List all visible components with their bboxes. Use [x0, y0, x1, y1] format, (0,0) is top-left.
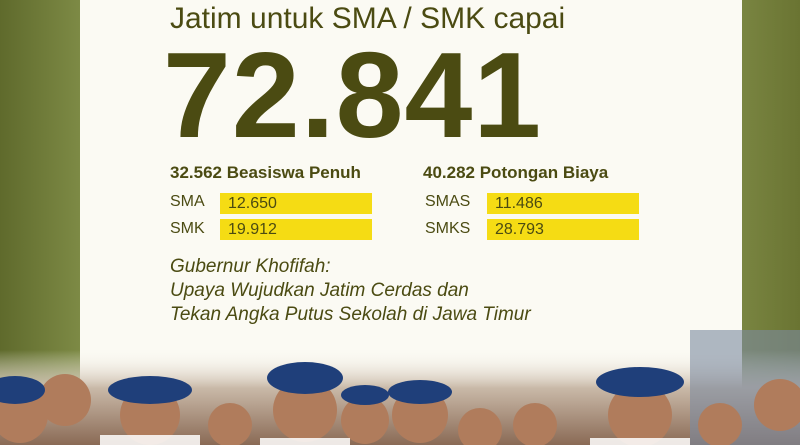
row-value: 12.650 [228, 195, 277, 212]
row-label: SMAS [425, 193, 471, 210]
value-box: 11.486 [487, 193, 639, 214]
group-heading: 32.562 Beasiswa Penuh [170, 163, 361, 182]
crowd-photo [0, 330, 800, 445]
row-value: 11.486 [495, 195, 543, 212]
group-heading: 40.282 Potongan Biaya [423, 163, 609, 182]
total-number: 72.841 [163, 27, 543, 163]
row-label: SMK [170, 220, 205, 237]
row-value: 28.793 [495, 221, 544, 238]
row-value: 19.912 [228, 221, 277, 238]
row-label: SMKS [425, 220, 471, 237]
row-label: SMA [170, 193, 205, 210]
quote-line: Upaya Wujudkan Jatim Cerdas dan [170, 280, 469, 301]
value-box: 19.912 [220, 219, 372, 240]
headline: Jatim untuk SMA / SMK capai [170, 2, 566, 35]
value-box: 28.793 [487, 219, 639, 240]
quote-line: Tekan Angka Putus Sekolah di Jawa Timur [170, 304, 531, 325]
quote-line: Gubernur Khofifah: [170, 256, 331, 277]
value-box: 12.650 [220, 193, 372, 214]
